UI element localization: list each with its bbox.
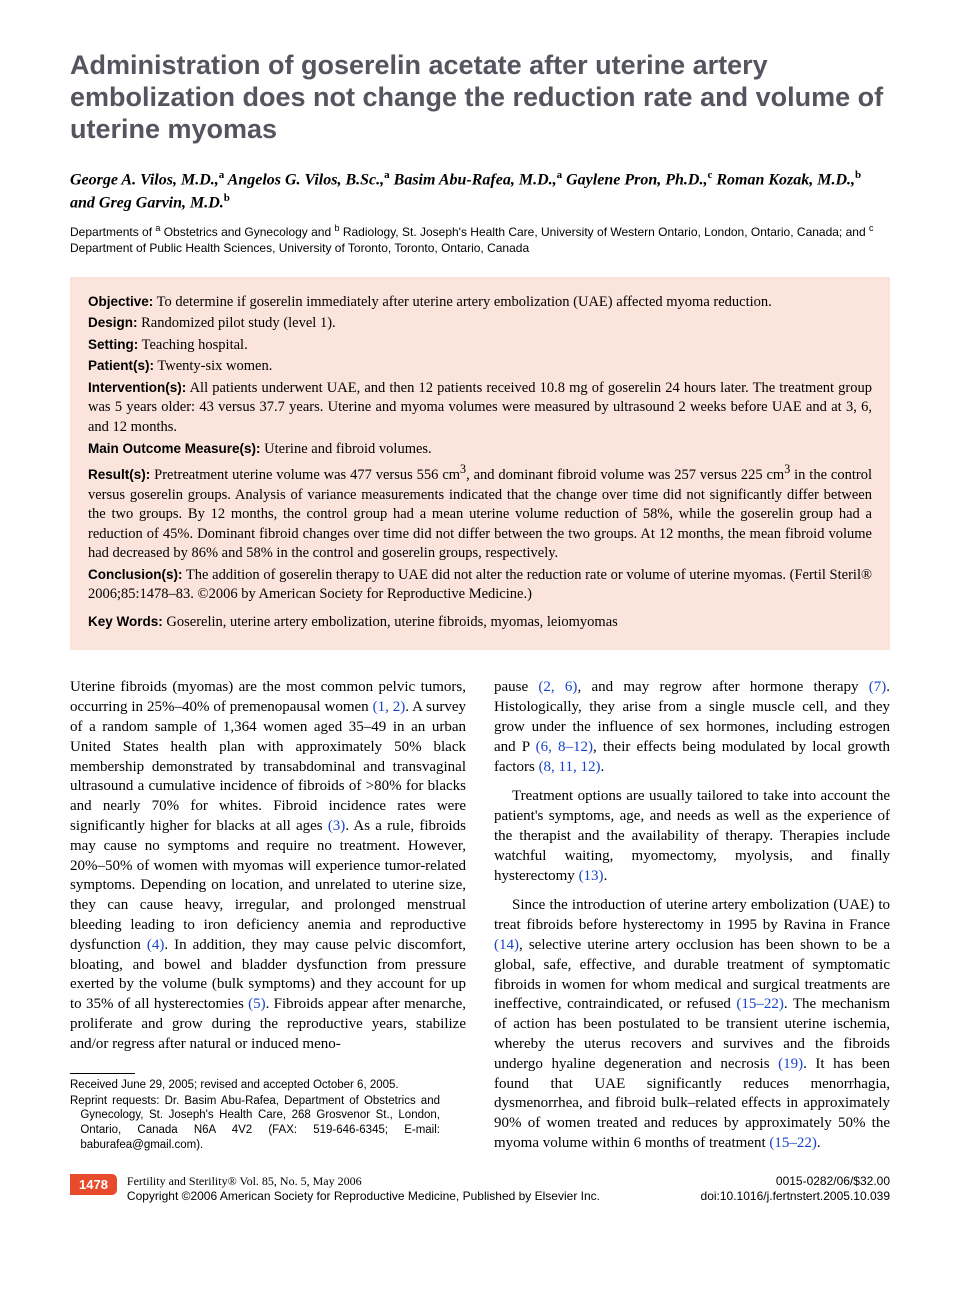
column-right: pause (2, 6), and may regrow after hormo… — [494, 678, 890, 1153]
abstract-box: Objective: To determine if goserelin imm… — [70, 277, 890, 651]
footnote-received: Received June 29, 2005; revised and acce… — [70, 1078, 440, 1093]
page-number-badge: 1478 — [70, 1174, 117, 1195]
abstract-label: Design: — [88, 315, 138, 330]
abstract-label: Setting: — [88, 337, 138, 352]
body-paragraph: Uterine fibroids (myomas) are the most c… — [70, 678, 466, 1054]
page-container: Administration of goserelin acetate afte… — [0, 0, 960, 1235]
affiliations: Departments of a Obstetrics and Gynecolo… — [70, 223, 890, 256]
abstract-text: Pretreatment uterine volume was 477 vers… — [88, 467, 872, 561]
abstract-label: Objective: — [88, 294, 153, 309]
abstract-label: Conclusion(s): — [88, 567, 183, 582]
body-paragraph: Since the introduction of uterine artery… — [494, 896, 890, 1153]
page-footer: 1478 Fertility and Sterility® Vol. 85, N… — [70, 1174, 890, 1205]
footer-right: 0015-0282/06/$32.00 doi:10.1016/j.fertns… — [701, 1174, 890, 1205]
footnote-reprints: Reprint requests: Dr. Basim Abu-Rafea, D… — [70, 1094, 440, 1154]
abstract-text: All patients underwent UAE, and then 12 … — [88, 380, 872, 435]
column-left: Uterine fibroids (myomas) are the most c… — [70, 678, 466, 1153]
footnote-rule — [70, 1073, 135, 1074]
authors-list: George A. Vilos, M.D.,a Angelos G. Vilos… — [70, 168, 890, 214]
body-paragraph: Treatment options are usually tailored t… — [494, 787, 890, 886]
abstract-text: Teaching hospital. — [138, 337, 247, 353]
abstract-text: Uterine and fibroid volumes. — [261, 441, 432, 457]
abstract-conclusions: Conclusion(s): The addition of goserelin… — [88, 566, 872, 605]
footnotes-block: Received June 29, 2005; revised and acce… — [70, 1073, 440, 1154]
abstract-text: The addition of goserelin therapy to UAE… — [88, 567, 872, 603]
doi-line: doi:10.1016/j.fertnstert.2005.10.039 — [701, 1189, 890, 1203]
abstract-label: Intervention(s): — [88, 380, 186, 395]
abstract-objective: Objective: To determine if goserelin imm… — [88, 293, 872, 313]
abstract-label: Patient(s): — [88, 358, 154, 373]
abstract-text: Twenty-six women. — [154, 358, 272, 374]
abstract-outcome: Main Outcome Measure(s): Uterine and fib… — [88, 440, 872, 460]
abstract-label: Key Words: — [88, 614, 163, 629]
abstract-text: To determine if goserelin immediately af… — [153, 294, 772, 310]
abstract-setting: Setting: Teaching hospital. — [88, 336, 872, 356]
abstract-keywords: Key Words: Goserelin, uterine artery emb… — [88, 613, 872, 633]
abstract-patients: Patient(s): Twenty-six women. — [88, 357, 872, 377]
abstract-text: Goserelin, uterine artery embolization, … — [163, 614, 618, 630]
article-title: Administration of goserelin acetate afte… — [70, 50, 890, 146]
footer-left: Fertility and Sterility® Vol. 85, No. 5,… — [127, 1174, 701, 1205]
abstract-label: Result(s): — [88, 467, 150, 482]
body-paragraph: pause (2, 6), and may regrow after hormo… — [494, 678, 890, 777]
abstract-design: Design: Randomized pilot study (level 1)… — [88, 314, 872, 334]
abstract-results: Result(s): Pretreatment uterine volume w… — [88, 461, 872, 564]
issn-price: 0015-0282/06/$32.00 — [776, 1174, 890, 1188]
abstract-interventions: Intervention(s): All patients underwent … — [88, 379, 872, 438]
copyright-line: Copyright ©2006 American Society for Rep… — [127, 1189, 600, 1203]
abstract-label: Main Outcome Measure(s): — [88, 441, 261, 456]
journal-name: Fertility and Sterility® Vol. 85, No. 5,… — [127, 1174, 362, 1188]
abstract-text: Randomized pilot study (level 1). — [138, 315, 336, 331]
body-two-column: Uterine fibroids (myomas) are the most c… — [70, 678, 890, 1153]
